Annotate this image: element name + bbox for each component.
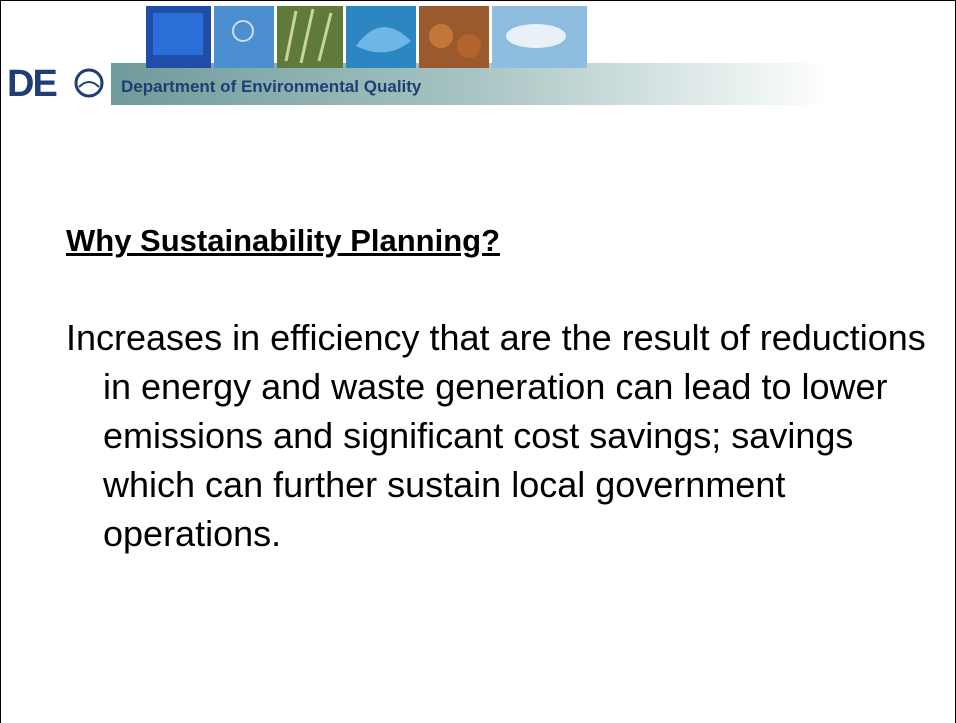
body-text: Increases in efficiency that are the res… [103,313,941,558]
logo-text: DE [7,63,56,106]
organization-name: Department of Environmental Quality [121,77,421,97]
slide: DE Department of Environmental Quality W… [0,0,956,723]
slide-title: Why Sustainability Planning? [66,223,500,259]
